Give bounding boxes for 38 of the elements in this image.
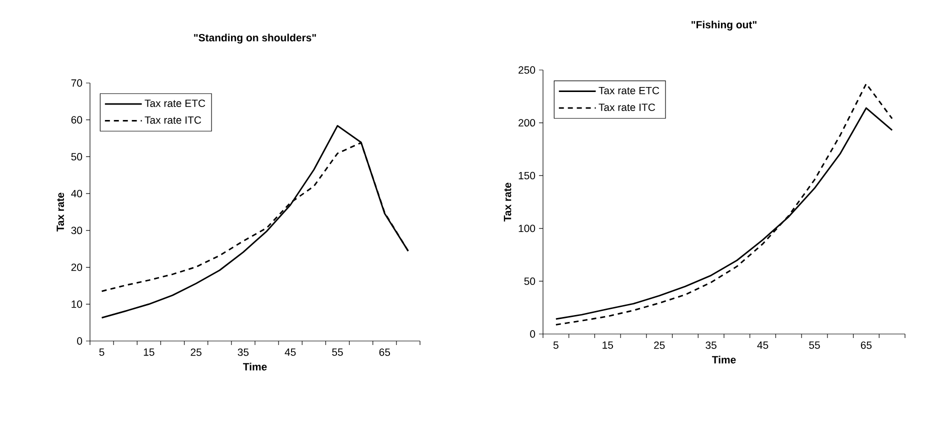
x-tick-label: 55 xyxy=(809,342,820,349)
x-tick-label: 55 xyxy=(332,348,343,356)
y-axis-title: Tax rate xyxy=(56,192,64,232)
x-tick-label: 35 xyxy=(238,348,249,356)
x-tick-label: 25 xyxy=(654,342,665,349)
y-tick-label: 200 xyxy=(518,119,536,127)
y-axis-title: Tax rate xyxy=(504,182,512,222)
y-tick-label: 40 xyxy=(71,190,82,198)
y-tick-label: 30 xyxy=(71,226,82,234)
y-tick-label: 0 xyxy=(530,330,536,338)
y-tick-label: 60 xyxy=(71,116,82,124)
y-tick-label: 150 xyxy=(518,172,536,180)
x-tick-label: 65 xyxy=(860,342,872,349)
x-axis-title: Time xyxy=(712,356,736,364)
y-tick-label: 0 xyxy=(77,337,82,345)
x-tick-label: 15 xyxy=(144,348,154,356)
x-tick-label: 45 xyxy=(757,342,768,349)
x-axis-title: Time xyxy=(243,362,267,370)
y-tick-label: 20 xyxy=(71,264,82,271)
x-tick-label: 5 xyxy=(99,348,104,356)
y-tick-label: 50 xyxy=(71,153,82,160)
chart-title: "Fishing out" xyxy=(692,20,756,30)
x-tick-label: 5 xyxy=(553,342,558,349)
legend-label: Tax rate ETC xyxy=(598,86,660,94)
y-tick-label: 10 xyxy=(72,300,82,308)
y-tick-label: 100 xyxy=(518,224,536,232)
legend-label: Tax rate ETC xyxy=(144,100,206,108)
y-tick-label: 250 xyxy=(518,66,536,74)
x-tick-label: 45 xyxy=(284,348,296,356)
x-tick-label: 65 xyxy=(379,348,390,356)
y-tick-label: 70 xyxy=(71,79,82,87)
x-tick-label: 25 xyxy=(190,348,202,356)
legend-label: Tax rate ITC xyxy=(144,116,202,124)
chart-title: "Standing on shoulders" xyxy=(194,34,316,44)
x-tick-label: 15 xyxy=(602,342,614,349)
legend-label: Tax rate ITC xyxy=(598,104,656,112)
y-tick-label: 50 xyxy=(524,278,536,285)
x-tick-label: 35 xyxy=(706,342,716,349)
